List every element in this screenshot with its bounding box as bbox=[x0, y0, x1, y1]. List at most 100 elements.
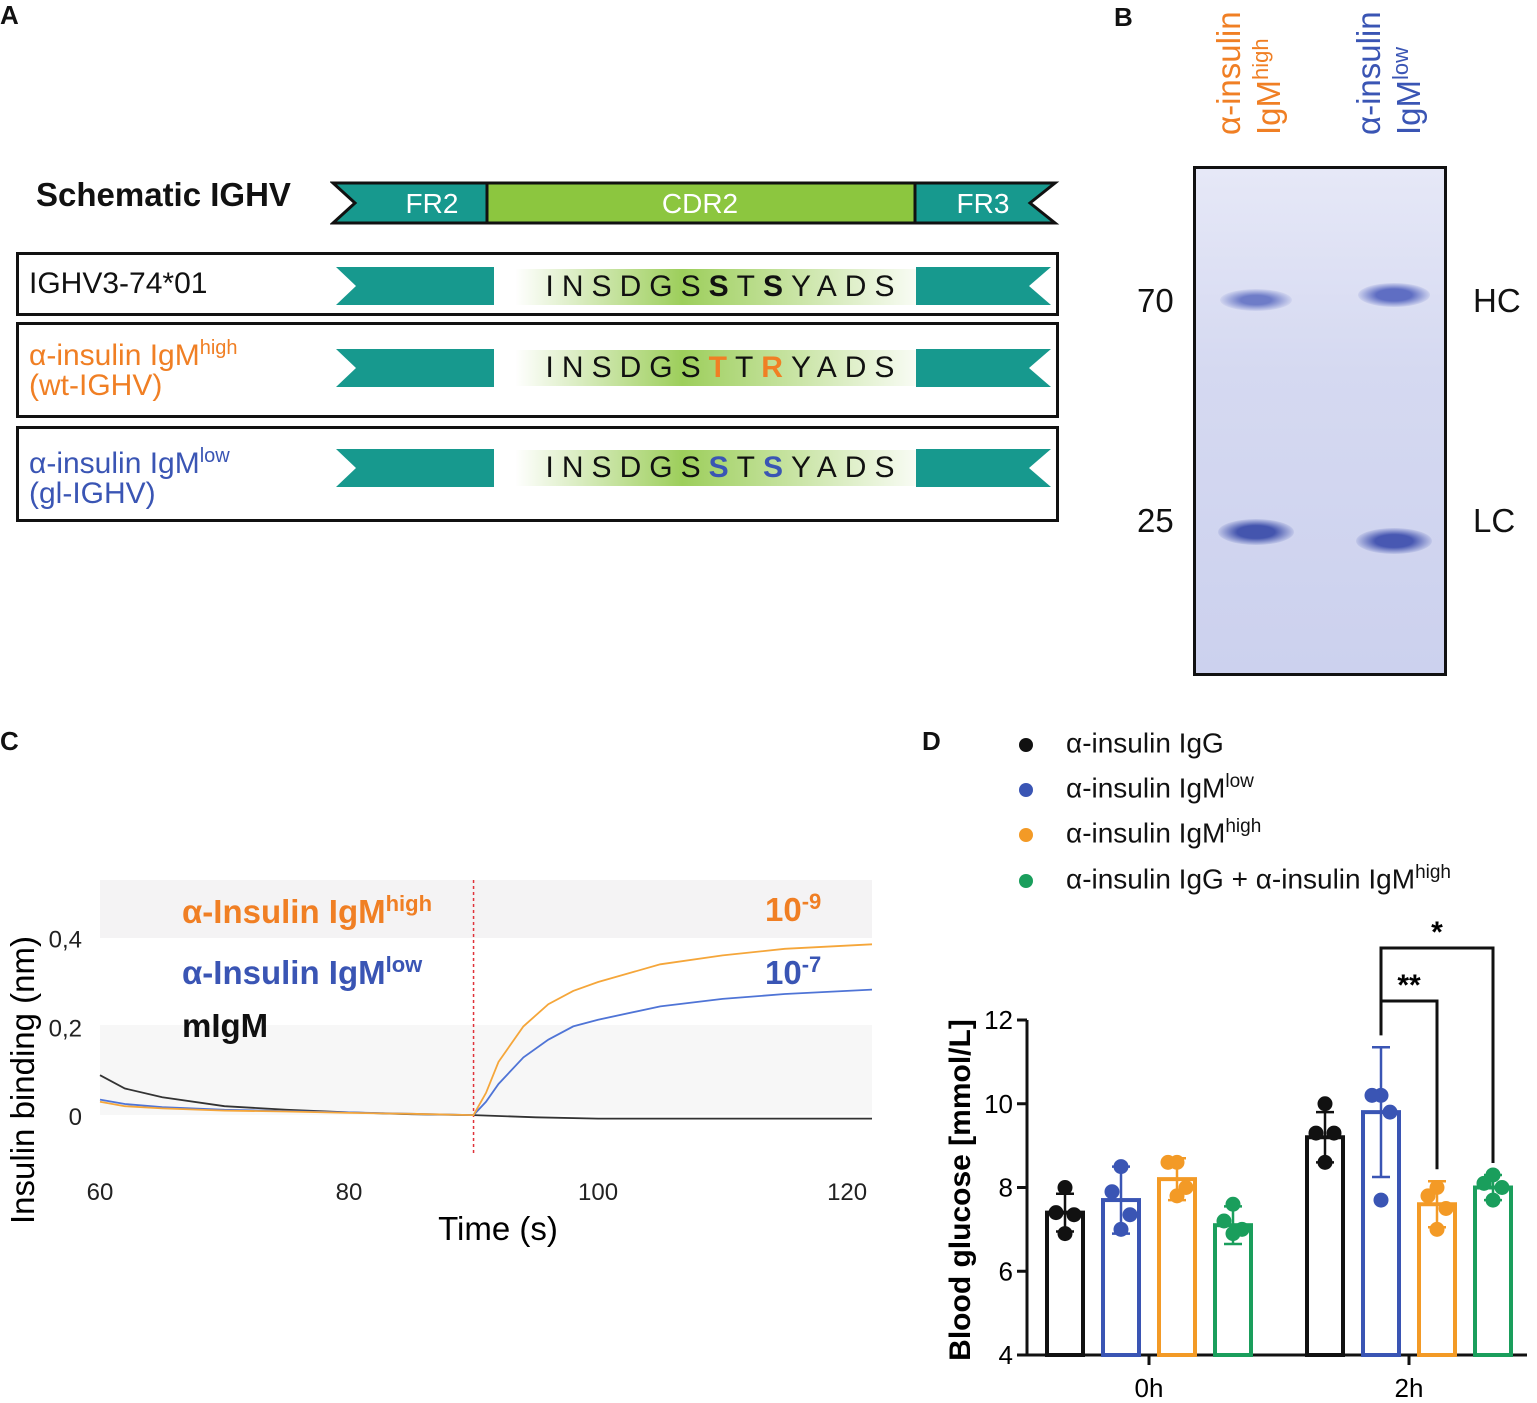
band-hc-lane2 bbox=[1358, 283, 1430, 307]
residue: I bbox=[545, 451, 562, 484]
x-tick-label: 100 bbox=[578, 1179, 618, 1206]
svg-text:α-insulin: α-insulin bbox=[1350, 11, 1387, 135]
band-hc-lane1 bbox=[1220, 289, 1292, 311]
residue: T bbox=[736, 270, 763, 303]
residue: Y bbox=[790, 270, 817, 303]
data-point bbox=[1066, 1207, 1082, 1223]
legend-label: α-insulin IgG + α-insulin IgMhigh bbox=[1066, 862, 1451, 895]
residue: G bbox=[649, 451, 681, 484]
significance-bracket bbox=[1379, 946, 1495, 1163]
svg-text:α-insulin: α-insulin bbox=[1210, 11, 1247, 135]
data-point bbox=[1057, 1180, 1073, 1195]
data-point bbox=[1308, 1125, 1324, 1141]
data-point bbox=[1169, 1188, 1185, 1204]
data-point bbox=[1326, 1125, 1342, 1141]
data-point bbox=[1113, 1221, 1129, 1237]
residue: S bbox=[591, 270, 620, 303]
data-point bbox=[1494, 1180, 1510, 1195]
data-point bbox=[1429, 1221, 1445, 1237]
residue: D bbox=[619, 351, 650, 384]
data-point bbox=[1057, 1226, 1073, 1242]
kd-igm-high: 10-9 bbox=[765, 889, 821, 928]
sequence-row-germline: IGHV3-74*01 INSDGSSTSYADS bbox=[16, 252, 1059, 316]
legend-dot bbox=[1019, 874, 1033, 888]
residue: N bbox=[561, 270, 592, 303]
legend-dot bbox=[1019, 828, 1033, 842]
x-tick-label: 60 bbox=[87, 1179, 114, 1206]
residue: S bbox=[762, 270, 791, 303]
data-point bbox=[1113, 1159, 1129, 1175]
residue: T bbox=[734, 351, 762, 384]
cdr2-label: CDR2 bbox=[662, 188, 738, 219]
data-point bbox=[1160, 1154, 1176, 1170]
x-tick-label: 80 bbox=[336, 1179, 363, 1206]
data-point bbox=[1382, 1104, 1398, 1120]
residue: I bbox=[545, 270, 562, 303]
residue: S bbox=[708, 270, 737, 303]
legend-label: α-insulin IgMlow bbox=[1066, 771, 1254, 804]
legend-dot bbox=[1019, 738, 1033, 752]
data-point bbox=[1476, 1175, 1492, 1191]
residue: D bbox=[844, 270, 875, 303]
residue: N bbox=[561, 351, 592, 384]
significance-label: * bbox=[1431, 920, 1443, 949]
residue: D bbox=[619, 451, 650, 484]
cdr2-sequence: INSDGSSTSYADS bbox=[515, 269, 933, 305]
residue: A bbox=[816, 451, 845, 484]
legend-label: α-insulin IgMhigh bbox=[1066, 816, 1262, 849]
residue: A bbox=[816, 270, 845, 303]
y-tick-label: 10 bbox=[984, 1089, 1013, 1119]
y-tick-label: 0 bbox=[69, 1104, 82, 1131]
cdr2-sequence: INSDGSSTSYADS bbox=[515, 450, 933, 486]
legend-dot bbox=[1019, 783, 1033, 797]
data-point bbox=[1364, 1087, 1380, 1103]
residue: S bbox=[680, 270, 709, 303]
fr2-chevron bbox=[336, 349, 494, 387]
residue: S bbox=[874, 351, 903, 384]
y-tick-label: 4 bbox=[999, 1340, 1013, 1370]
band-label-lc: LC bbox=[1473, 502, 1516, 539]
fr2-chevron bbox=[336, 449, 494, 487]
fr3-segment bbox=[913, 181, 1060, 225]
residue: A bbox=[816, 351, 845, 384]
band-lc-lane1 bbox=[1218, 519, 1294, 545]
data-point bbox=[1225, 1226, 1241, 1242]
legend-igm-low: α-Insulin IgMlow bbox=[182, 952, 423, 991]
residue: S bbox=[591, 351, 620, 384]
fr2-chevron bbox=[336, 267, 494, 305]
series-line bbox=[99, 943, 873, 1117]
svg-text:IgMhigh: IgMhigh bbox=[1248, 38, 1287, 135]
residue: S bbox=[680, 451, 709, 484]
fr3-chevron bbox=[916, 349, 1051, 387]
fr2-label: FR2 bbox=[406, 188, 459, 219]
ighv-schematic: FR2 CDR2 FR3 bbox=[330, 181, 1060, 225]
y-axis-label: Insulin binding (nm) bbox=[4, 936, 41, 1224]
sequence-row-igm-high: α-insulin IgMhigh (wt-IGHV) INSDGSTTRYAD… bbox=[16, 322, 1059, 418]
fr3-chevron bbox=[916, 449, 1051, 487]
data-point bbox=[1048, 1205, 1064, 1221]
residue: I bbox=[545, 351, 562, 384]
legend-igm-high: α-Insulin IgMhigh bbox=[182, 891, 432, 930]
residue: T bbox=[708, 351, 735, 384]
x-tick-label: 0h bbox=[1135, 1373, 1164, 1403]
residue: S bbox=[708, 451, 737, 484]
residue: S bbox=[680, 351, 709, 384]
residue: S bbox=[874, 451, 903, 484]
svg-text:IgMlow: IgMlow bbox=[1388, 47, 1427, 135]
legend-migm: mIgM bbox=[182, 1007, 268, 1044]
data-point bbox=[1373, 1192, 1389, 1208]
residue: D bbox=[844, 451, 875, 484]
residue: D bbox=[619, 270, 650, 303]
cdr2-sequence: INSDGSTTRYADS bbox=[515, 350, 933, 386]
bar bbox=[1305, 1135, 1345, 1357]
fr3-label: FR3 bbox=[957, 188, 1010, 219]
binding-kinetics-chart: Time (s) Insulin binding (nm) 0 0,2 0,4 60 8… bbox=[4, 880, 873, 1247]
residue: N bbox=[561, 451, 592, 484]
sds-page-gel bbox=[1193, 166, 1447, 676]
y-tick-label: 0,2 bbox=[49, 1015, 82, 1042]
panel-letter-d: D bbox=[922, 726, 941, 756]
panel-letter-a: A bbox=[0, 0, 19, 30]
bar bbox=[1473, 1185, 1513, 1357]
y-tick-label: 12 bbox=[984, 1005, 1013, 1035]
residue: S bbox=[874, 270, 903, 303]
